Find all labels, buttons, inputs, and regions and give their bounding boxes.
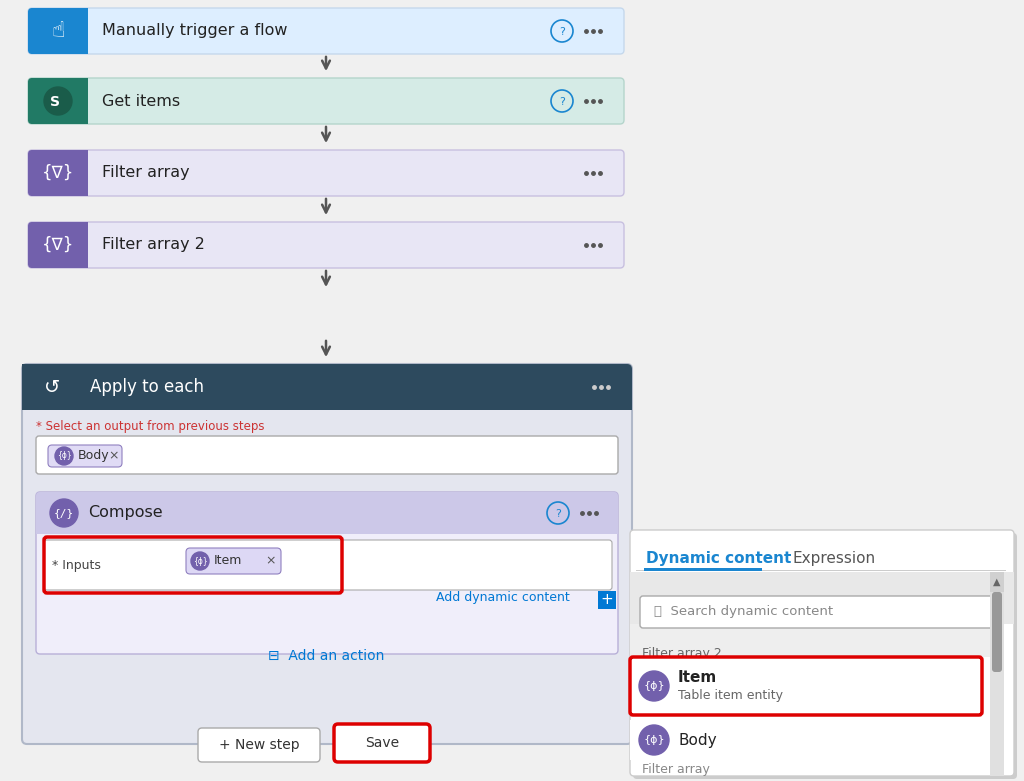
Text: * Select an output from previous steps: * Select an output from previous steps bbox=[36, 420, 264, 433]
Bar bbox=[630, 657, 1000, 715]
Bar bbox=[630, 624, 996, 658]
Text: {ɸ}: {ɸ} bbox=[193, 557, 208, 565]
FancyBboxPatch shape bbox=[630, 657, 982, 715]
Circle shape bbox=[44, 87, 72, 115]
Bar bbox=[58, 78, 88, 124]
Bar bbox=[632, 715, 980, 716]
Bar bbox=[990, 572, 1004, 776]
FancyBboxPatch shape bbox=[22, 364, 632, 410]
Text: Save: Save bbox=[365, 736, 399, 750]
FancyBboxPatch shape bbox=[28, 78, 624, 124]
FancyBboxPatch shape bbox=[28, 222, 88, 268]
Circle shape bbox=[50, 499, 78, 527]
Bar bbox=[644, 568, 762, 571]
Text: * Inputs: * Inputs bbox=[52, 558, 101, 572]
FancyBboxPatch shape bbox=[28, 222, 624, 268]
Bar bbox=[58, 8, 88, 54]
Bar bbox=[598, 591, 616, 609]
Text: {ɸ}: {ɸ} bbox=[56, 451, 72, 461]
Text: Filter array: Filter array bbox=[642, 764, 710, 776]
Text: Filter array 2: Filter array 2 bbox=[642, 647, 722, 661]
Text: ☝: ☝ bbox=[51, 21, 65, 41]
Text: {/}: {/} bbox=[54, 508, 74, 518]
FancyBboxPatch shape bbox=[334, 724, 430, 762]
FancyBboxPatch shape bbox=[198, 728, 319, 762]
Text: Item: Item bbox=[678, 669, 717, 684]
Bar bbox=[636, 570, 1006, 571]
Bar bbox=[58, 150, 88, 196]
Text: 🔍  Search dynamic content: 🔍 Search dynamic content bbox=[654, 605, 834, 619]
Text: ?: ? bbox=[555, 509, 561, 519]
Bar bbox=[58, 222, 88, 268]
Text: Manually trigger a flow: Manually trigger a flow bbox=[102, 23, 288, 38]
Circle shape bbox=[639, 725, 669, 755]
Text: ↺: ↺ bbox=[44, 377, 60, 397]
FancyBboxPatch shape bbox=[630, 530, 1014, 776]
Text: S: S bbox=[50, 95, 60, 109]
Text: ×: × bbox=[109, 450, 119, 462]
FancyBboxPatch shape bbox=[36, 436, 618, 474]
FancyBboxPatch shape bbox=[36, 492, 618, 654]
Text: Table item entity: Table item entity bbox=[678, 690, 783, 702]
Text: Dynamic content: Dynamic content bbox=[646, 551, 792, 565]
Text: Expression: Expression bbox=[792, 551, 876, 565]
FancyBboxPatch shape bbox=[36, 492, 618, 534]
Text: {∇}: {∇} bbox=[42, 236, 74, 254]
Bar bbox=[22, 387, 632, 410]
FancyBboxPatch shape bbox=[28, 150, 88, 196]
Text: ⊟  Add an action: ⊟ Add an action bbox=[268, 649, 384, 663]
Text: Get items: Get items bbox=[102, 94, 180, 109]
Bar bbox=[990, 572, 1004, 592]
FancyBboxPatch shape bbox=[28, 150, 624, 196]
Text: ×: × bbox=[266, 555, 276, 568]
Text: {ɸ}: {ɸ} bbox=[643, 681, 665, 691]
FancyBboxPatch shape bbox=[22, 364, 632, 744]
FancyBboxPatch shape bbox=[28, 8, 624, 54]
FancyBboxPatch shape bbox=[48, 445, 122, 467]
FancyBboxPatch shape bbox=[633, 533, 1017, 779]
Circle shape bbox=[55, 447, 73, 465]
Circle shape bbox=[639, 671, 669, 701]
Text: {∇}: {∇} bbox=[42, 164, 74, 182]
Text: Compose: Compose bbox=[88, 505, 163, 520]
Text: +: + bbox=[601, 593, 613, 608]
Text: ?: ? bbox=[559, 27, 565, 37]
Text: ▲: ▲ bbox=[993, 577, 1000, 587]
Bar bbox=[22, 364, 74, 410]
Text: Filter array 2: Filter array 2 bbox=[102, 237, 205, 252]
Text: Apply to each: Apply to each bbox=[90, 378, 204, 396]
FancyBboxPatch shape bbox=[992, 592, 1002, 672]
Text: {ɸ}: {ɸ} bbox=[643, 735, 665, 745]
Text: + New step: + New step bbox=[219, 738, 299, 752]
FancyBboxPatch shape bbox=[44, 540, 612, 590]
Text: ?: ? bbox=[559, 97, 565, 107]
Text: Body: Body bbox=[78, 450, 110, 462]
FancyBboxPatch shape bbox=[28, 78, 88, 124]
Circle shape bbox=[191, 552, 209, 570]
FancyBboxPatch shape bbox=[640, 596, 996, 628]
Bar bbox=[36, 513, 618, 534]
FancyBboxPatch shape bbox=[28, 8, 88, 54]
Text: Filter array: Filter array bbox=[102, 166, 189, 180]
Bar bbox=[630, 720, 1000, 760]
Text: Body: Body bbox=[678, 733, 717, 747]
Text: Add dynamic content: Add dynamic content bbox=[436, 591, 569, 604]
FancyBboxPatch shape bbox=[186, 548, 281, 574]
Bar bbox=[630, 572, 1014, 624]
Text: Item: Item bbox=[214, 555, 243, 568]
